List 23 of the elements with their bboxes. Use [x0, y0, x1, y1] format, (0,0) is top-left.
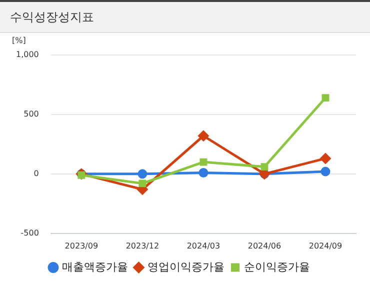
legend-label: 순이익증가율 [244, 260, 310, 274]
point [320, 166, 330, 176]
point [198, 130, 209, 142]
y-axis-title: [%] [12, 36, 26, 46]
y-tick-label: 0 [34, 169, 39, 178]
x-tick-label: 2023/12 [126, 241, 160, 250]
y-tick-label: -500 [20, 228, 39, 238]
y-tick-label: 1,000 [16, 50, 39, 60]
point [260, 163, 268, 171]
x-tick-label: 2023/09 [64, 241, 98, 250]
point [198, 168, 208, 178]
point [138, 180, 146, 188]
legend-label: 매출액증가율 [62, 260, 128, 274]
point [322, 94, 330, 102]
chart-title: 수익성장성지표 [0, 0, 370, 33]
x-tick-label: 2024/09 [308, 241, 342, 250]
legend-label: 영업이익증가율 [147, 260, 224, 274]
x-tick-label: 2024/03 [186, 241, 220, 250]
y-tick-label: 500 [24, 110, 39, 119]
point [200, 158, 208, 166]
point [138, 169, 148, 179]
point [320, 153, 331, 164]
x-tick-label: 2024/06 [248, 241, 282, 250]
